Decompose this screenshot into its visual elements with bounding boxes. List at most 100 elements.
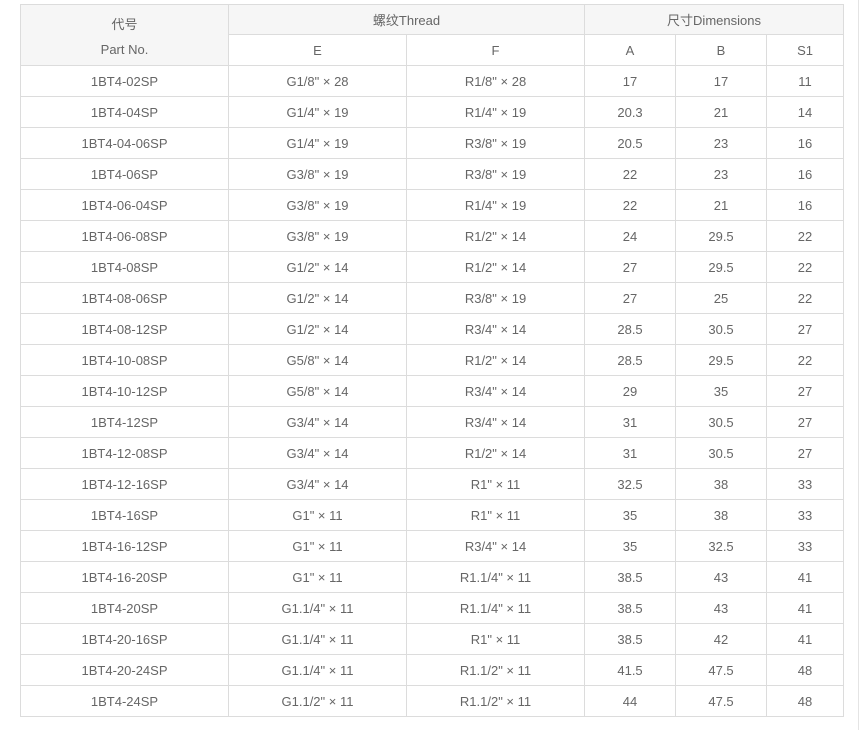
dim-b-cell: 29.5 bbox=[675, 251, 768, 283]
table-row: 1BT4-08-06SP G1/2" × 14 R3/8" × 19 27 25 22 bbox=[20, 282, 845, 314]
part-no-cell: 1BT4-10-08SP bbox=[20, 344, 229, 376]
dim-b-cell: 25 bbox=[675, 282, 768, 314]
part-no-cell: 1BT4-08SP bbox=[20, 251, 229, 283]
column-header-part-no: 代号 Part No. bbox=[20, 4, 229, 66]
thread-f-cell: R1/2" × 14 bbox=[405, 251, 586, 283]
dim-b-cell: 42 bbox=[675, 623, 768, 655]
thread-e-cell: G1/2" × 14 bbox=[228, 313, 407, 345]
dim-b-cell: 30.5 bbox=[675, 406, 768, 438]
thread-e-cell: G1.1/4" × 11 bbox=[228, 592, 407, 624]
part-no-cell: 1BT4-16-20SP bbox=[20, 561, 229, 593]
table-header: 代号 Part No. 螺纹Thread 尺寸Dimensions E F A … bbox=[20, 4, 845, 66]
dim-b-cell: 21 bbox=[675, 96, 768, 128]
dim-s1-cell: 22 bbox=[766, 344, 845, 376]
dim-s1-cell: 27 bbox=[766, 406, 845, 438]
dim-s1-cell: 41 bbox=[766, 561, 845, 593]
table-row: 1BT4-02SP G1/8" × 28 R1/8" × 28 17 17 11 bbox=[20, 65, 845, 97]
table-row: 1BT4-06SP G3/8" × 19 R3/8" × 19 22 23 16 bbox=[20, 158, 845, 190]
thread-e-cell: G3/4" × 14 bbox=[228, 406, 407, 438]
part-no-cell: 1BT4-24SP bbox=[20, 685, 229, 717]
part-no-cell: 1BT4-12-16SP bbox=[20, 468, 229, 500]
dim-s1-cell: 14 bbox=[766, 96, 845, 128]
part-no-cell: 1BT4-06-08SP bbox=[20, 220, 229, 252]
thread-e-cell: G1/8" × 28 bbox=[228, 65, 407, 97]
thread-e-cell: G1.1/2" × 11 bbox=[228, 685, 407, 717]
thread-f-cell: R1/2" × 14 bbox=[405, 437, 586, 469]
thread-e-cell: G3/4" × 14 bbox=[228, 437, 407, 469]
dim-a-cell: 20.5 bbox=[584, 127, 677, 159]
dim-b-cell: 23 bbox=[675, 158, 768, 190]
dim-s1-cell: 48 bbox=[766, 685, 845, 717]
dim-a-cell: 28.5 bbox=[584, 344, 677, 376]
dim-a-cell: 31 bbox=[584, 406, 677, 438]
dim-b-cell: 43 bbox=[675, 561, 768, 593]
dim-a-cell: 44 bbox=[584, 685, 677, 717]
dim-s1-cell: 22 bbox=[766, 251, 845, 283]
thread-f-cell: R3/4" × 14 bbox=[405, 313, 586, 345]
dim-a-cell: 38.5 bbox=[584, 592, 677, 624]
dim-s1-cell: 27 bbox=[766, 437, 845, 469]
parts-spec-table: 代号 Part No. 螺纹Thread 尺寸Dimensions E F A … bbox=[20, 4, 845, 717]
dim-b-cell: 29.5 bbox=[675, 220, 768, 252]
container-right-border bbox=[858, 0, 859, 730]
thread-f-cell: R1/2" × 14 bbox=[405, 220, 586, 252]
dim-b-cell: 38 bbox=[675, 499, 768, 531]
table-row: 1BT4-04SP G1/4" × 19 R1/4" × 19 20.3 21 14 bbox=[20, 96, 845, 128]
thread-f-cell: R3/8" × 19 bbox=[405, 158, 586, 190]
table-row: 1BT4-12-08SP G3/4" × 14 R1/2" × 14 31 30.5 27 bbox=[20, 437, 845, 469]
dim-s1-cell: 22 bbox=[766, 282, 845, 314]
part-no-cell: 1BT4-12SP bbox=[20, 406, 229, 438]
dim-s1-cell: 16 bbox=[766, 189, 845, 221]
thread-e-cell: G1" × 11 bbox=[228, 530, 407, 562]
dim-a-cell: 41.5 bbox=[584, 654, 677, 686]
thread-f-cell: R3/8" × 19 bbox=[405, 127, 586, 159]
thread-e-cell: G1/4" × 19 bbox=[228, 96, 407, 128]
dim-b-cell: 29.5 bbox=[675, 344, 768, 376]
dim-a-cell: 17 bbox=[584, 65, 677, 97]
dim-s1-cell: 41 bbox=[766, 592, 845, 624]
dim-a-cell: 29 bbox=[584, 375, 677, 407]
part-no-cell: 1BT4-10-12SP bbox=[20, 375, 229, 407]
table-row: 1BT4-24SP G1.1/2" × 11 R1.1/2" × 11 44 47.5 4… bbox=[20, 685, 845, 717]
thread-f-cell: R1/4" × 19 bbox=[405, 96, 586, 128]
table-row: 1BT4-04-06SP G1/4" × 19 R3/8" × 19 20.5 23 16 bbox=[20, 127, 845, 159]
dim-s1-cell: 27 bbox=[766, 375, 845, 407]
thread-f-cell: R1" × 11 bbox=[405, 468, 586, 500]
column-group-dimensions: 尺寸Dimensions bbox=[584, 4, 845, 35]
dim-s1-cell: 11 bbox=[766, 65, 845, 97]
thread-f-cell: R3/4" × 14 bbox=[405, 530, 586, 562]
part-no-cell: 1BT4-16SP bbox=[20, 499, 229, 531]
dim-a-cell: 27 bbox=[584, 251, 677, 283]
thread-e-cell: G3/8" × 19 bbox=[228, 158, 407, 190]
dim-b-cell: 32.5 bbox=[675, 530, 768, 562]
dim-b-cell: 23 bbox=[675, 127, 768, 159]
thread-e-cell: G1" × 11 bbox=[228, 499, 407, 531]
dim-s1-cell: 41 bbox=[766, 623, 845, 655]
dim-a-cell: 24 bbox=[584, 220, 677, 252]
part-no-cell: 1BT4-06-04SP bbox=[20, 189, 229, 221]
table-row: 1BT4-16-20SP G1" × 11 R1.1/4" × 11 38.5 43 41 bbox=[20, 561, 845, 593]
table-row: 1BT4-10-12SP G5/8" × 14 R3/4" × 14 29 35 27 bbox=[20, 375, 845, 407]
dim-a-cell: 27 bbox=[584, 282, 677, 314]
dim-s1-cell: 22 bbox=[766, 220, 845, 252]
thread-f-cell: R1/4" × 19 bbox=[405, 189, 586, 221]
part-no-cell: 1BT4-04SP bbox=[20, 96, 229, 128]
thread-e-cell: G1.1/4" × 11 bbox=[228, 654, 407, 686]
part-no-cell: 1BT4-02SP bbox=[20, 65, 229, 97]
table-row: 1BT4-16-12SP G1" × 11 R3/4" × 14 35 32.5 33 bbox=[20, 530, 845, 562]
dim-a-cell: 22 bbox=[584, 189, 677, 221]
column-group-thread: 螺纹Thread bbox=[227, 4, 586, 35]
part-no-cell: 1BT4-04-06SP bbox=[20, 127, 229, 159]
dim-b-cell: 47.5 bbox=[675, 685, 768, 717]
column-header-e: E bbox=[228, 34, 407, 66]
dim-b-cell: 35 bbox=[675, 375, 768, 407]
dim-a-cell: 20.3 bbox=[584, 96, 677, 128]
table-body: 1BT4-02SP G1/8" × 28 R1/8" × 28 17 17 11 1BT4-… bbox=[20, 65, 845, 717]
thread-f-cell: R3/4" × 14 bbox=[405, 406, 586, 438]
thread-f-cell: R1.1/4" × 11 bbox=[405, 592, 586, 624]
dim-a-cell: 38.5 bbox=[584, 623, 677, 655]
table-row: 1BT4-06-08SP G3/8" × 19 R1/2" × 14 24 29.5 22 bbox=[20, 220, 845, 252]
dim-b-cell: 47.5 bbox=[675, 654, 768, 686]
column-header-a: A bbox=[584, 34, 677, 66]
thread-e-cell: G1/4" × 19 bbox=[228, 127, 407, 159]
